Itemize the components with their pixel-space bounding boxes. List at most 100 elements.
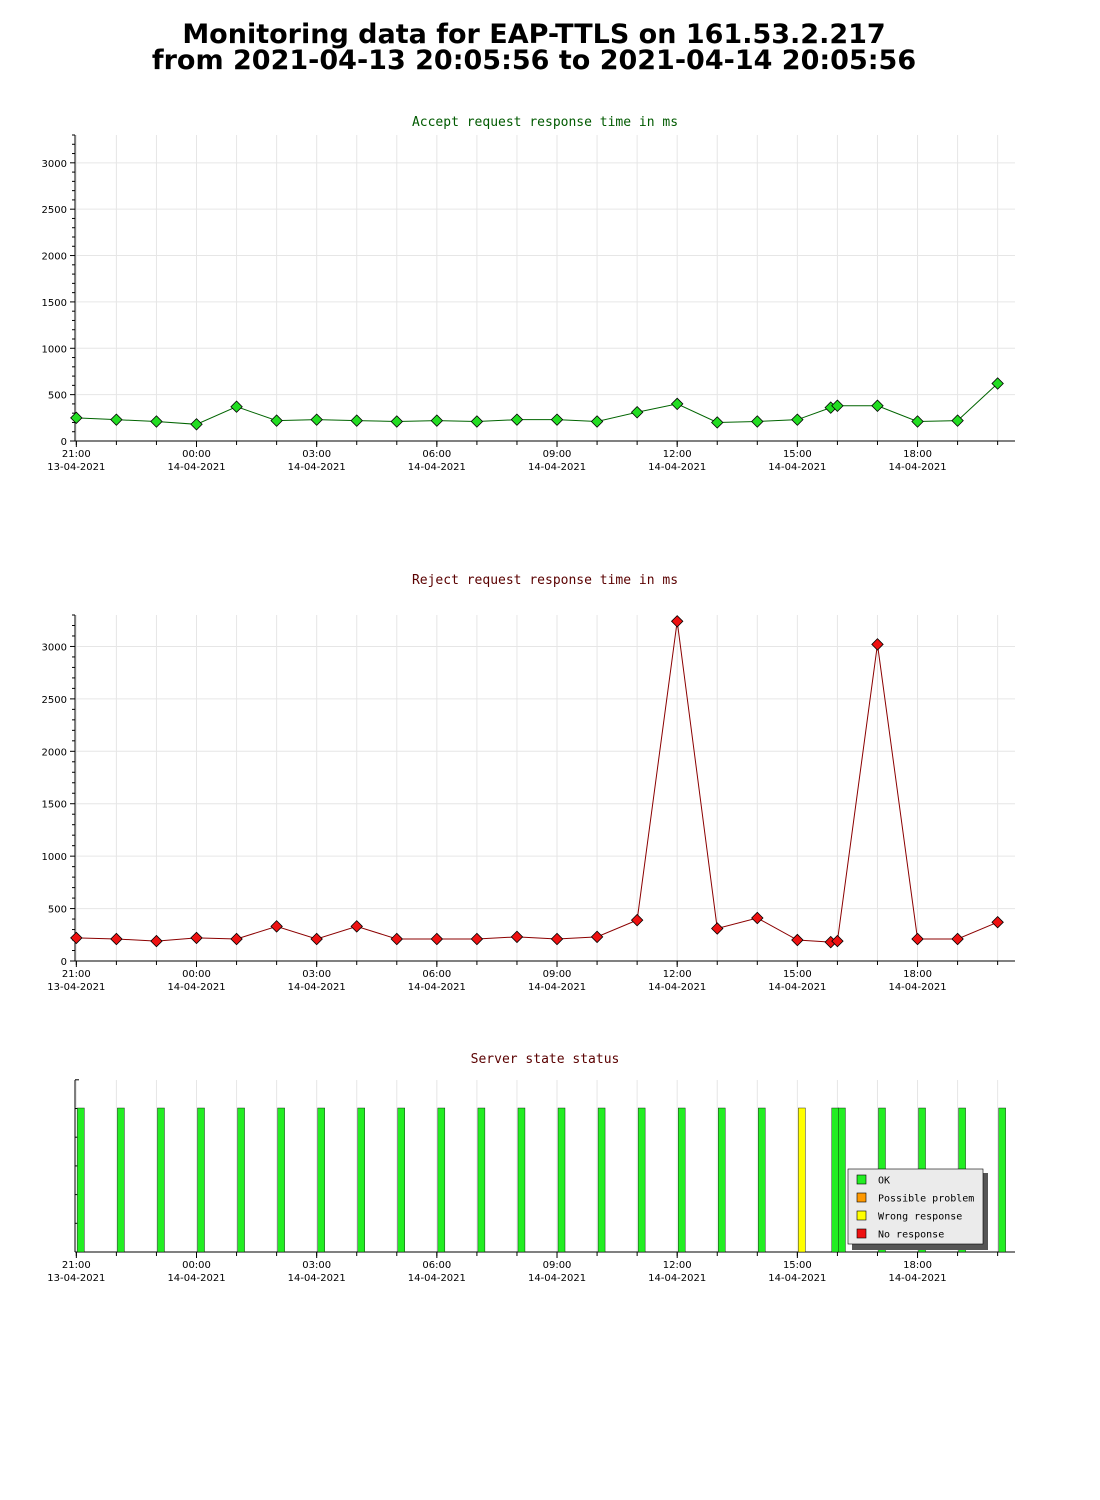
data-point-marker bbox=[390, 932, 404, 946]
data-point-marker bbox=[150, 415, 163, 428]
data-point-marker bbox=[751, 415, 764, 428]
legend-label: OK bbox=[878, 1176, 890, 1187]
x-tick-date-label: 14-04-2021 bbox=[408, 462, 466, 473]
data-point-marker bbox=[190, 931, 203, 945]
x-tick-time-label: 06:00 bbox=[422, 1260, 451, 1271]
status-bar bbox=[838, 1107, 846, 1253]
data-point-marker bbox=[150, 934, 163, 948]
status-bar bbox=[157, 1107, 165, 1253]
x-tick-date-label: 14-04-2021 bbox=[768, 462, 826, 473]
data-point-marker bbox=[110, 413, 123, 426]
status-bar bbox=[831, 1107, 839, 1253]
status-bar bbox=[677, 1107, 686, 1253]
x-tick-time-label: 12:00 bbox=[663, 449, 692, 460]
data-point-marker bbox=[831, 399, 844, 412]
chart-title: Accept request response time in ms bbox=[412, 115, 678, 130]
data-point-marker bbox=[310, 413, 323, 426]
data-point-marker bbox=[590, 415, 604, 428]
x-tick-time-label: 15:00 bbox=[783, 969, 812, 980]
data-point-marker bbox=[751, 911, 764, 925]
status-bar bbox=[317, 1107, 325, 1253]
data-point-marker bbox=[630, 913, 644, 927]
status-bar bbox=[77, 1107, 85, 1253]
x-tick-date-label: 14-04-2021 bbox=[288, 462, 346, 473]
x-tick-time-label: 21:00 bbox=[62, 1260, 91, 1271]
x-tick-date-label: 13-04-2021 bbox=[47, 982, 105, 993]
page-title: Monitoring data for EAP-TTLS on 161.53.2… bbox=[0, 21, 1068, 76]
status-bar bbox=[197, 1107, 205, 1253]
x-tick-date-label: 14-04-2021 bbox=[288, 982, 346, 993]
x-tick-time-label: 12:00 bbox=[663, 1260, 692, 1271]
x-tick-date-label: 14-04-2021 bbox=[888, 462, 946, 473]
chart-title: Reject request response time in ms bbox=[412, 573, 678, 588]
x-tick-date-label: 14-04-2021 bbox=[528, 462, 586, 473]
x-tick-time-label: 00:00 bbox=[182, 1260, 211, 1271]
y-tick-label: 3000 bbox=[42, 642, 67, 653]
data-point-marker bbox=[230, 400, 243, 413]
series-line bbox=[76, 621, 998, 943]
data-point-marker bbox=[630, 406, 644, 419]
legend-label: Possible problem bbox=[878, 1194, 974, 1205]
data-point-marker bbox=[951, 414, 964, 427]
x-tick-date-label: 14-04-2021 bbox=[648, 462, 706, 473]
x-tick-time-label: 09:00 bbox=[543, 449, 572, 460]
x-tick-time-label: 06:00 bbox=[422, 449, 451, 460]
data-point-marker bbox=[831, 934, 844, 948]
x-tick-time-label: 03:00 bbox=[302, 449, 331, 460]
data-point-marker bbox=[911, 932, 924, 946]
legend-swatch bbox=[856, 1192, 867, 1203]
data-point-marker bbox=[350, 414, 363, 427]
series-line bbox=[76, 383, 998, 425]
status-bar bbox=[437, 1107, 446, 1253]
x-tick-time-label: 15:00 bbox=[783, 449, 812, 460]
page-title-line-2: from 2021-04-13 20:05:56 to 2021-04-14 2… bbox=[151, 45, 917, 76]
reject-response-chart: Reject request response time in ms 0 500 10… bbox=[42, 573, 1015, 993]
x-tick-time-label: 03:00 bbox=[302, 969, 331, 980]
x-tick-date-label: 14-04-2021 bbox=[888, 1273, 946, 1284]
data-point-marker bbox=[550, 932, 564, 946]
chart-title: Server state status bbox=[471, 1052, 620, 1067]
x-tick-date-label: 14-04-2021 bbox=[768, 1273, 826, 1284]
x-tick-time-label: 12:00 bbox=[663, 969, 692, 980]
x-tick-time-label: 06:00 bbox=[422, 969, 451, 980]
x-tick-date-label: 14-04-2021 bbox=[648, 982, 706, 993]
data-point-marker bbox=[951, 932, 964, 946]
y-tick-label: 0 bbox=[61, 957, 67, 968]
data-point-marker bbox=[550, 413, 564, 426]
legend-swatch bbox=[856, 1210, 867, 1221]
x-tick-time-label: 00:00 bbox=[182, 449, 211, 460]
data-point-marker bbox=[711, 922, 724, 935]
status-bar bbox=[117, 1107, 125, 1253]
status-bar bbox=[758, 1107, 766, 1253]
y-tick-label: 2000 bbox=[42, 252, 67, 263]
y-tick-label: 500 bbox=[48, 391, 67, 402]
data-point-marker bbox=[270, 414, 283, 427]
status-bar bbox=[557, 1107, 566, 1253]
status-legend: OK Possible problem Wrong response No respo… bbox=[847, 1168, 988, 1250]
data-point-marker bbox=[871, 638, 884, 651]
x-tick-time-label: 21:00 bbox=[62, 969, 91, 980]
data-point-marker bbox=[430, 932, 444, 946]
data-point-marker bbox=[711, 416, 724, 429]
legend-swatch bbox=[856, 1174, 867, 1185]
data-point-marker bbox=[670, 615, 684, 628]
status-bar bbox=[637, 1107, 646, 1253]
y-tick-label: 2000 bbox=[42, 747, 67, 758]
data-point-marker bbox=[991, 377, 1004, 390]
server-status-chart: Server state status 21:00 13-04-2021 00:00 1… bbox=[47, 1052, 1015, 1284]
legend-box bbox=[847, 1168, 984, 1245]
status-bar bbox=[718, 1107, 726, 1253]
x-tick-date-label: 14-04-2021 bbox=[888, 982, 946, 993]
status-bar bbox=[397, 1107, 405, 1253]
x-tick-date-label: 14-04-2021 bbox=[288, 1273, 346, 1284]
data-point-marker bbox=[310, 932, 323, 946]
legend-label: No response bbox=[878, 1230, 944, 1241]
data-point-marker bbox=[270, 920, 283, 933]
x-tick-time-label: 18:00 bbox=[903, 1260, 932, 1271]
data-point-marker bbox=[350, 920, 363, 933]
accept-response-chart: Accept request response time in ms 0 500 10… bbox=[42, 115, 1015, 473]
y-tick-label: 1000 bbox=[42, 852, 67, 863]
x-tick-date-label: 13-04-2021 bbox=[47, 462, 105, 473]
x-tick-time-label: 21:00 bbox=[62, 449, 91, 460]
x-tick-date-label: 14-04-2021 bbox=[167, 462, 225, 473]
